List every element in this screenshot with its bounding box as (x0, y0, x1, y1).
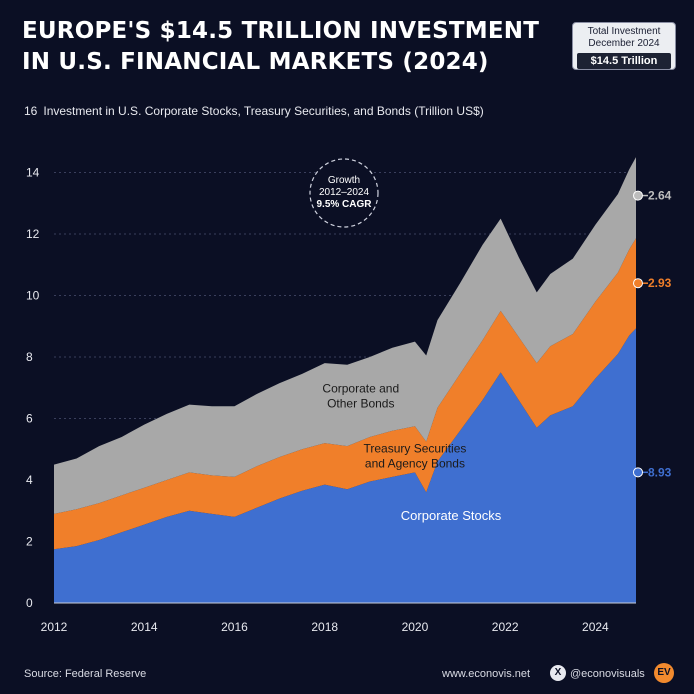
website-link[interactable]: www.econovis.net (442, 668, 531, 680)
chart-subtitle: 16 Investment in U.S. Corporate Stocks, T… (24, 104, 484, 118)
series-label: Corporate and (322, 381, 399, 395)
end-value-label: 8.93 (648, 465, 672, 479)
total-investment-badge: Total Investment December 2024 $14.5 Tri… (572, 22, 676, 70)
y-tick-label: 0 (26, 596, 33, 610)
series-label: Other Bonds (327, 396, 394, 410)
annotation-line: 2012–2024 (319, 187, 369, 198)
y-tick-label: 8 (26, 350, 33, 364)
x-tick-label: 2020 (402, 620, 429, 634)
x-tick-label: 2018 (311, 620, 338, 634)
series-label: Treasury Securities (363, 441, 466, 455)
stacked-area-chart: 0 2 4 6 8 10 12 14 2012 2014 2016 2018 2020 2022 2024 C… (26, 157, 672, 634)
badge-label: Total Investment (587, 26, 661, 37)
x-logo-icon: X (550, 665, 566, 681)
x-tick-label: 2016 (221, 620, 248, 634)
end-marker (633, 190, 643, 201)
area-corporate-bonds (54, 157, 636, 514)
x-tick-label: 2014 (131, 620, 158, 634)
subtitle-text: Investment in U.S. Corporate Stocks, Tre… (43, 104, 484, 118)
chart-title: EUROPE'S $14.5 TRILLION INVESTMENT IN U.… (22, 16, 539, 78)
growth-annotation-circle (309, 158, 379, 228)
x-tick-label: 2012 (41, 620, 68, 634)
y-tick-label: 10 (26, 289, 40, 303)
badge-date: December 2024 (588, 38, 660, 49)
footer: Source: Federal Reserve www.econovis.net… (0, 660, 694, 690)
title-line-2: IN U.S. FINANCIAL MARKETS (2024) (22, 49, 489, 75)
series-label: Corporate Stocks (401, 508, 502, 523)
source-text: Source: Federal Reserve (24, 668, 147, 680)
annotation-line: 9.5% CAGR (316, 199, 372, 210)
social-handle[interactable]: @econovisuals (570, 668, 645, 680)
y-tick-label: 12 (26, 227, 40, 241)
end-marker (633, 278, 643, 289)
area-corporate-stocks (54, 328, 636, 603)
title-line-1: EUROPE'S $14.5 TRILLION INVESTMENT (22, 18, 540, 44)
econovis-logo-icon: EV (654, 663, 674, 683)
end-value-label: 2.93 (648, 276, 672, 290)
y-tick-top: 16 (24, 104, 38, 118)
x-tick-label: 2024 (582, 620, 609, 634)
y-tick-label: 6 (26, 412, 33, 426)
end-value-label: 2.64 (648, 189, 672, 203)
badge-value: $14.5 Trillion (577, 53, 671, 69)
x-tick-label: 2022 (492, 620, 519, 634)
series-label: and Agency Bonds (365, 456, 465, 470)
area-treasury-securities (54, 238, 636, 550)
y-tick-label: 4 (26, 473, 33, 487)
annotation-line: Growth (328, 175, 360, 186)
end-marker (633, 467, 643, 478)
y-tick-label: 2 (26, 535, 33, 549)
y-tick-label: 14 (26, 166, 40, 180)
